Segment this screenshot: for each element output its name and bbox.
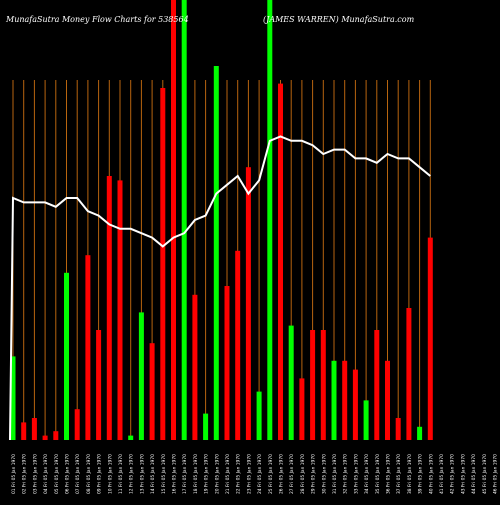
x-axis-date-label: 04 Fri 05 Jan 1970 — [43, 454, 49, 494]
x-axis-date-label: 16 Fri 05 Jan 1970 — [172, 454, 178, 494]
inflow-bar — [288, 325, 294, 440]
outflow-bar — [320, 330, 326, 440]
outflow-bar — [85, 255, 91, 440]
x-axis-date-label: 38 Fri 05 Jan 1970 — [407, 454, 413, 494]
outflow-bar — [406, 308, 412, 440]
x-axis-date-label: 37 Fri 05 Jan 1970 — [396, 454, 402, 494]
outflow-bar — [342, 360, 348, 440]
x-axis-date-label: 34 Fri 05 Jan 1970 — [364, 454, 370, 494]
inflow-bar — [203, 413, 209, 440]
x-axis-date-label: 23 Fri 05 Jan 1970 — [246, 454, 252, 494]
x-axis-date-label: 26 Fri 05 Jan 1970 — [279, 454, 285, 494]
outflow-bar — [245, 167, 251, 440]
inflow-bar — [64, 272, 69, 440]
x-axis-date-label: 02 Fri 05 Jan 1970 — [22, 454, 28, 494]
x-axis-date-label: 33 Fri 05 Jan 1970 — [353, 454, 359, 494]
x-axis-date-label: 19 Fri 05 Jan 1970 — [204, 454, 210, 494]
x-axis-date-label: 40 Fri 05 Jan 1970 — [428, 454, 434, 494]
outflow-bar — [74, 409, 80, 440]
outflow-bar — [171, 0, 176, 440]
x-axis-date-label: 22 Fri 05 Jan 1970 — [236, 454, 242, 494]
x-axis-date-label: 05 Fri 05 Jan 1970 — [54, 454, 60, 494]
x-axis-date-label: 20 Fri 05 Jan 1970 — [214, 454, 220, 494]
x-axis-date-label: 24 Fri 05 Jan 1970 — [257, 454, 263, 494]
outflow-bar — [53, 431, 59, 440]
x-axis-date-label: 18 Fri 05 Jan 1970 — [193, 454, 199, 494]
inflow-bar — [10, 356, 16, 440]
inflow-bar — [256, 391, 262, 440]
x-axis-date-label: 14 Fri 05 Jan 1970 — [150, 454, 156, 494]
outflow-bar — [96, 330, 102, 440]
x-axis-date-label: 45 Fri 05 Jan 1970 — [482, 454, 488, 494]
outflow-bar — [235, 250, 241, 440]
x-axis-date-label: 09 Fri 05 Jan 1970 — [97, 454, 103, 494]
x-axis-date-label: 39 Fri 05 Jan 1970 — [418, 454, 424, 494]
x-axis-date-label: 11 Fri 05 Jan 1970 — [118, 454, 124, 494]
x-axis-date-label: 28 Fri 05 Jan 1970 — [300, 454, 306, 494]
chart-header-right: (JAMES WARREN) MunafaSutra.com — [263, 15, 415, 24]
x-axis-date-label: 06 Fri 05 Jan 1970 — [65, 454, 71, 494]
money-flow-line — [9, 135, 431, 441]
x-axis-date-label: 32 Fri 05 Jan 1970 — [343, 454, 349, 494]
inflow-bar — [267, 0, 273, 440]
outflow-bar — [385, 360, 390, 440]
x-axis-date-label: 31 Fri 05 Jan 1970 — [332, 454, 338, 494]
x-axis-date-label: 43 Fri 05 Jan 1970 — [460, 454, 466, 494]
inflow-bar — [128, 435, 134, 440]
outflow-bar — [42, 435, 48, 440]
outflow-bar — [352, 369, 358, 440]
outflow-bar — [278, 83, 283, 440]
x-axis-date-label: 13 Fri 05 Jan 1970 — [139, 454, 145, 494]
outflow-bar — [149, 343, 155, 440]
x-axis-date-label: 10 Fri 05 Jan 1970 — [107, 454, 113, 494]
outflow-bar — [299, 378, 305, 440]
inflow-bar — [181, 0, 187, 440]
x-axis-date-label: 36 Fri 05 Jan 1970 — [386, 454, 392, 494]
x-axis-date-label: 17 Fri 05 Jan 1970 — [182, 454, 188, 494]
outflow-bar — [31, 418, 37, 440]
x-axis-date-label: 12 Fri 05 Jan 1970 — [129, 454, 135, 494]
outflow-bar — [427, 237, 433, 440]
outflow-bar — [310, 330, 316, 440]
outflow-bar — [21, 422, 27, 440]
inflow-bar — [363, 400, 369, 440]
x-axis-date-label: 25 Fri 05 Jan 1970 — [268, 454, 274, 494]
inflow-bar — [331, 360, 337, 440]
outflow-bar — [224, 286, 230, 440]
outflow-bar — [374, 330, 380, 440]
x-axis-date-label: 27 Fri 05 Jan 1970 — [289, 454, 295, 494]
x-axis-date-label: 15 Fri 05 Jan 1970 — [161, 454, 167, 494]
chart-header-left: MunafaSutra Money Flow Charts for 538564 — [6, 15, 189, 24]
x-axis-date-label: 01 Fri 05 Jan 1970 — [11, 454, 17, 494]
x-axis-date-label: 42 Fri 05 Jan 1970 — [450, 454, 456, 494]
outflow-bar — [192, 294, 198, 440]
x-axis-date-label: 30 Fri 05 Jan 1970 — [321, 454, 327, 494]
x-axis-date-label: 08 Fri 05 Jan 1970 — [86, 454, 92, 494]
x-axis-date-label: 46 Fri 05 Jan 1970 — [493, 454, 499, 494]
x-axis-date-label: 03 Fri 05 Jan 1970 — [32, 454, 38, 494]
x-axis-date-label: 29 Fri 05 Jan 1970 — [311, 454, 317, 494]
x-axis-date-label: 41 Fri 05 Jan 1970 — [439, 454, 445, 494]
x-axis-date-label: 44 Fri 05 Jan 1970 — [471, 454, 477, 494]
x-axis-date-label: 35 Fri 05 Jan 1970 — [375, 454, 381, 494]
inflow-bar — [138, 312, 144, 440]
outflow-bar — [160, 88, 166, 440]
inflow-bar — [213, 66, 219, 440]
x-axis-date-label: 07 Fri 05 Jan 1970 — [75, 454, 81, 494]
inflow-bar — [417, 426, 423, 440]
outflow-bar — [395, 418, 401, 440]
outflow-bar — [117, 180, 123, 440]
outflow-bar — [106, 176, 112, 440]
x-axis-date-label: 21 Fri 05 Jan 1970 — [225, 454, 231, 494]
